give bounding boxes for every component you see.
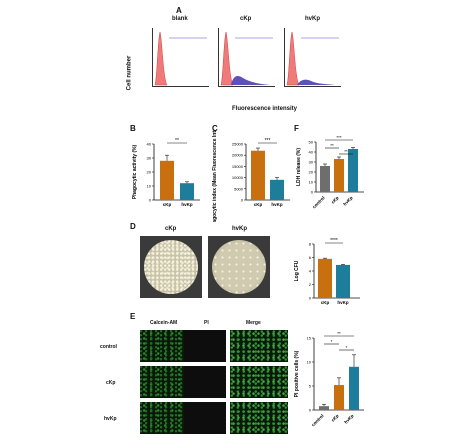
micro-image-hvkp-pi	[184, 402, 226, 434]
bar	[318, 258, 332, 298]
y-tick-label: 40	[147, 142, 152, 147]
panel-label-c: C	[212, 124, 218, 133]
y-axis-label: Phagocytic index (Mean Fluorescence Inte…	[212, 130, 218, 222]
flow-title-ckp: cKp	[240, 16, 252, 22]
category-label: hvKp	[181, 202, 193, 207]
y-tick-label: 8	[309, 242, 312, 247]
y-tick-label: 0	[241, 198, 244, 203]
y-tick-label: 0	[149, 198, 152, 203]
category-label: hvKp	[342, 195, 354, 207]
category-label: control	[311, 195, 325, 209]
y-tick-label: 0	[309, 296, 312, 301]
bar	[180, 183, 194, 200]
y-tick-label: 10000	[232, 175, 244, 180]
y-tick-label: 0	[311, 190, 314, 195]
y-tick-label: 10	[147, 184, 152, 189]
bar	[334, 385, 344, 410]
category-label: cKp	[330, 195, 340, 205]
bar	[160, 160, 174, 200]
y-axis-label: PI positive cells (%)	[294, 350, 300, 397]
chart-ldh-release: 0 10 20 30 40 50 LDH release (%) control cKp hvKp…	[296, 135, 364, 209]
y-tick-label: 6	[309, 255, 312, 260]
micro-row-ckp: cKp	[106, 380, 116, 386]
significance-label: ***	[336, 135, 342, 140]
panel-label-e: E	[130, 312, 136, 321]
category-label: cKp	[321, 300, 330, 305]
micro-col-merge: Merge	[246, 320, 261, 326]
y-axis-label: Phagocytic activity (%)	[132, 144, 138, 199]
y-tick-label: 30	[147, 156, 152, 161]
significance-label: **	[175, 138, 179, 144]
chart-phagocytic-activity: 0 10 20 30 40 Phagocytic activity (%) cKp hvKp *…	[132, 138, 200, 207]
y-tick-label: 10	[307, 360, 312, 365]
y-axis-label: LDH release (%)	[296, 148, 302, 186]
flow-xlabel: Fluorescence intensity	[232, 106, 298, 112]
agar-plate-ckp	[140, 236, 202, 298]
flow-title-blank: blank	[172, 16, 188, 22]
flow-title-hvkp: hvKp	[305, 16, 320, 22]
y-tick-label: 15000	[232, 164, 244, 169]
chart-log-cfu: 0 2 4 6 8 Log CFU cKp hvKp ****	[294, 238, 360, 305]
category-label: hvKp	[337, 300, 349, 305]
y-tick-label: 0	[309, 408, 312, 413]
category-label: control	[310, 413, 324, 427]
bar	[270, 179, 284, 200]
chart-phagocytic-index: 0 5000 10000 15000 20000 25000 Phagocytic inde…	[212, 130, 290, 222]
y-tick-label: 20	[309, 170, 314, 175]
micro-image-ckp-pi	[184, 366, 226, 398]
panel-label-a: A	[176, 6, 182, 15]
histogram-blank	[152, 28, 209, 87]
micro-row-hvkp: hvKp	[104, 416, 117, 422]
y-tick-label: 25000	[232, 142, 244, 147]
y-tick-label: 40	[309, 150, 314, 155]
y-axis-label: Log CFU	[294, 260, 300, 281]
y-tick-label: 2	[309, 282, 312, 287]
chart-pi-positive: 0 5 10 15 PI positive cells (%) control cKp hvK…	[294, 331, 364, 427]
significance-label: **	[330, 143, 334, 148]
bar	[334, 159, 344, 192]
category-label: hvKp	[271, 202, 283, 207]
category-label: hvKp	[343, 413, 355, 425]
panel-label-d: D	[130, 222, 136, 231]
significance-label: ***	[265, 138, 271, 144]
y-tick-label: 5000	[234, 186, 244, 191]
micro-col-calcein: Calcein-AM	[150, 320, 178, 326]
y-tick-label: 15	[307, 336, 312, 341]
y-tick-label: 20000	[232, 153, 244, 158]
bar	[320, 166, 330, 192]
agar-plate-hvkp	[208, 236, 270, 298]
micro-row-control: control	[100, 344, 117, 350]
panel-label-f: F	[294, 124, 299, 133]
micro-col-pi: PI	[204, 320, 209, 326]
histogram-ckp	[218, 28, 275, 87]
micro-image-control-merge	[230, 330, 288, 362]
category-label: cKp	[163, 202, 172, 207]
category-label: cKp	[330, 413, 340, 423]
bar	[348, 149, 358, 192]
category-label: cKp	[254, 202, 263, 207]
y-tick-label: 30	[309, 160, 314, 165]
dish-label-ckp: cKp	[165, 226, 177, 232]
micro-image-control-pi	[184, 330, 226, 362]
significance-label: *	[331, 339, 333, 344]
histogram-hvkp	[284, 28, 341, 87]
bar	[251, 150, 265, 200]
panel-label-b: B	[130, 124, 136, 133]
y-tick-label: 20	[147, 170, 152, 175]
y-tick-label: 4	[309, 269, 312, 274]
y-tick-label: 5	[309, 384, 312, 389]
y-tick-label: 50	[309, 140, 314, 145]
dish-label-hvkp: hvKp	[232, 226, 247, 232]
y-tick-label: 10	[309, 180, 314, 185]
flow-ylabel: Cell number	[126, 55, 133, 91]
significance-label: **	[344, 149, 348, 154]
bar	[349, 366, 359, 410]
bar	[336, 264, 350, 298]
micro-image-ckp-merge	[230, 366, 288, 398]
micro-image-hvkp-merge	[230, 402, 288, 434]
significance-label: ****	[330, 238, 338, 244]
significance-label: **	[337, 331, 341, 336]
significance-label: *	[346, 345, 348, 350]
bar	[319, 406, 329, 410]
